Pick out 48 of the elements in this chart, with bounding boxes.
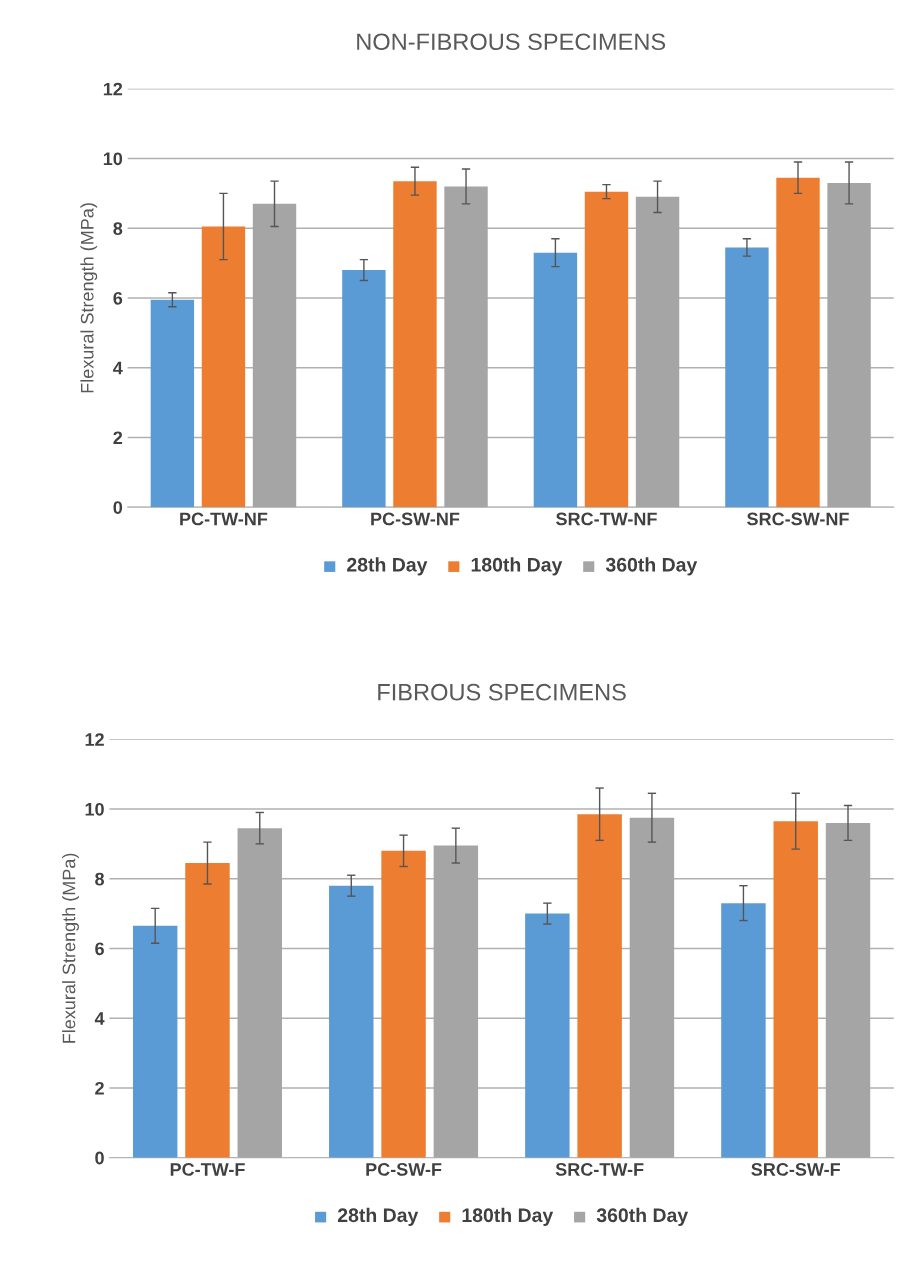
bar	[342, 270, 386, 508]
bar	[776, 177, 820, 508]
x-tick-label: PC-SW-NF	[371, 512, 460, 526]
bar	[201, 226, 246, 508]
x-tick-label: SRC-SW-NF	[747, 512, 849, 526]
bar	[525, 913, 570, 1158]
legend-label: 180th Day	[471, 557, 563, 576]
y-tick-label: 4	[94, 1012, 105, 1025]
bar	[721, 903, 766, 1158]
bar	[584, 191, 629, 508]
bar	[577, 814, 622, 1158]
legend-label: 28th Day	[337, 1207, 419, 1226]
x-tick-label: PC-TW-F	[170, 1163, 245, 1176]
bar	[393, 181, 437, 508]
y-tick-label: 4	[113, 361, 123, 375]
bar	[773, 821, 818, 1158]
y-axis-title: Flexural Strength (MPa)	[80, 203, 98, 393]
legend-label: 360th Day	[605, 557, 698, 576]
x-tick-label: SRC-TW-NF	[556, 512, 657, 526]
x-tick-label: SRC-TW-F	[555, 1163, 644, 1176]
y-axis-title: Flexural Strength (MPa)	[62, 853, 79, 1043]
bar	[381, 850, 426, 1158]
legend-label: 360th Day	[596, 1207, 689, 1226]
x-tick-label: SRC-SW-F	[751, 1163, 841, 1176]
y-tick-label: 0	[95, 1151, 104, 1165]
y-tick-label: 8	[113, 222, 123, 235]
y-tick-label: 12	[103, 82, 123, 96]
bar	[725, 247, 769, 508]
legend-label: 28th Day	[347, 557, 428, 576]
bar	[329, 885, 374, 1158]
y-tick-label: 6	[95, 942, 104, 956]
bar	[132, 925, 178, 1158]
y-tick-label: 2	[113, 431, 123, 444]
bar	[533, 252, 578, 508]
y-tick-label: 2	[95, 1081, 104, 1095]
bar	[150, 299, 195, 508]
y-tick-label: 6	[113, 291, 123, 305]
x-tick-label: PC-TW-NF	[180, 512, 268, 526]
y-tick-label: 10	[85, 802, 104, 816]
y-tick-label: 10	[103, 152, 123, 166]
chart-title: NON-FIBROUS SPECIMENS	[357, 33, 666, 51]
y-tick-label: 12	[85, 733, 104, 746]
bar	[185, 863, 230, 1158]
y-tick-label: 8	[95, 872, 105, 886]
chart-title: FIBROUS SPECIMENS	[378, 683, 626, 701]
legend-label: 180th Day	[462, 1207, 554, 1226]
y-tick-label: 0	[113, 501, 123, 514]
x-tick-label: PC-SW-F	[366, 1163, 442, 1176]
